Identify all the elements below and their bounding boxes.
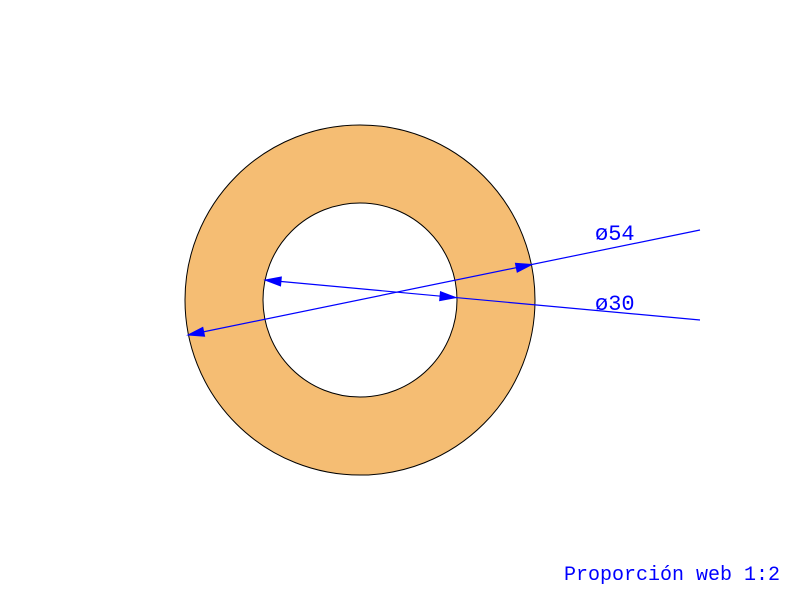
inner-dim-label: ø30 xyxy=(595,292,635,317)
outer-dim-label: ø54 xyxy=(595,222,635,247)
canvas-background xyxy=(0,0,800,600)
scale-footer: Proporción web 1:2 xyxy=(564,564,780,587)
